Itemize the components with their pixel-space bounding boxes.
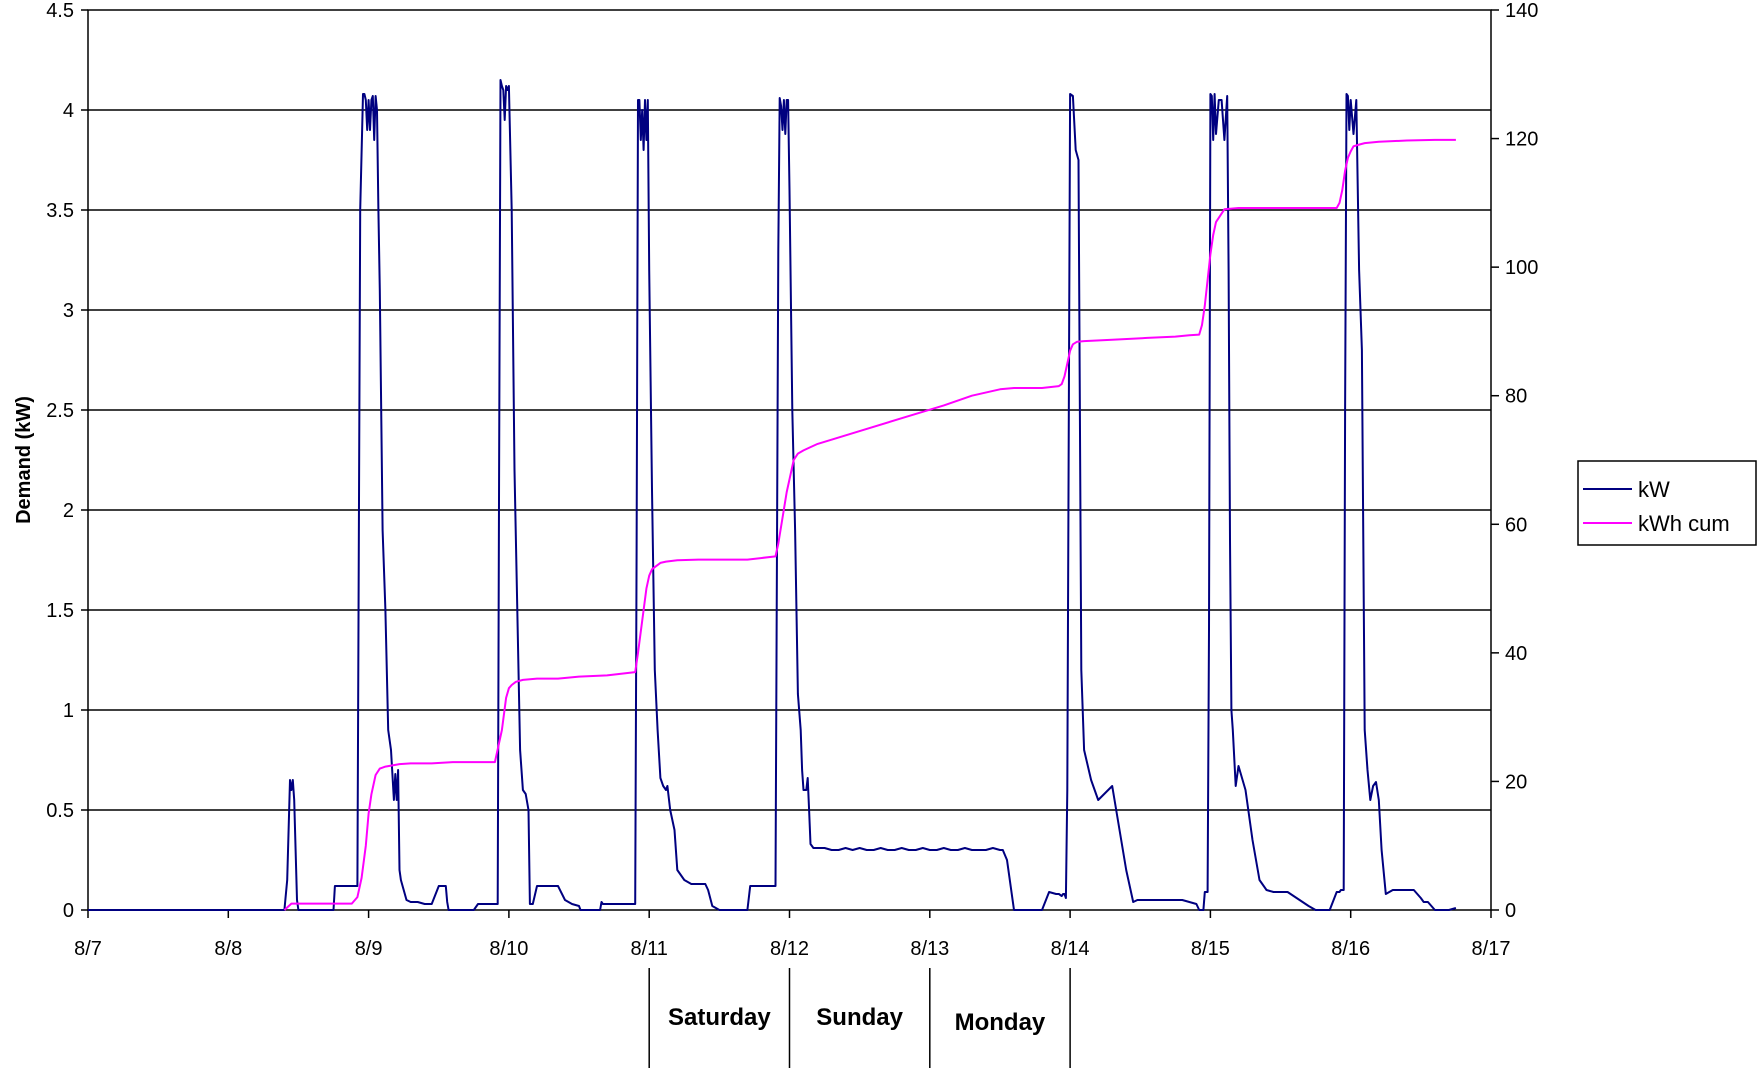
y2-tick-label: 0 [1505,900,1516,922]
series-line-1 [283,138,1456,911]
y2-tick-label: 100 [1505,257,1538,279]
x-tick-label: 8/15 [1191,938,1230,960]
legend: kW kWh cum [1577,460,1757,546]
x-tick-label: 8/12 [770,938,809,960]
series-line-0 [88,79,1457,911]
y2-tick-label: 140 [1505,0,1538,22]
legend-kwh-label: kWh cum [1638,511,1730,536]
day-label: Saturday [668,1004,771,1031]
y2-tick-label: 40 [1505,643,1527,665]
y2-tick-label: 20 [1505,771,1527,793]
y-tick-label: 2 [63,500,74,522]
day-annotations: Saturday Sunday Monday [648,968,1071,1068]
x-tick-label: 8/9 [355,938,383,960]
day-label: Sunday [816,1004,903,1031]
series-lines [88,79,1457,911]
y-tick-label: 3.5 [46,200,74,222]
y-axis-title: Demand (kW) [13,396,35,524]
legend-box [1577,460,1757,546]
left-y-axis: 0 0.5 1 1.5 2 2.5 3 3.5 4 4.5 [46,0,88,922]
x-tick-label: 8/13 [910,938,949,960]
x-tick-label: 8/17 [1472,938,1511,960]
x-axis: 8/7 8/8 8/9 8/10 8/11 8/12 8/13 8/14 8/15 8/16 8/1… [74,910,1510,960]
y2-tick-label: 80 [1505,386,1527,408]
right-y-axis: 0 20 40 60 80 100 120 140 [1491,0,1538,922]
y-tick-label: 1 [63,700,74,722]
y-tick-label: 2.5 [46,400,74,422]
y-tick-label: 4.5 [46,0,74,22]
y-tick-label: 0.5 [46,800,74,822]
y-tick-label: 3 [63,300,74,322]
x-tick-label: 8/10 [489,938,528,960]
x-tick-label: 8/14 [1051,938,1090,960]
x-tick-label: 8/8 [214,938,242,960]
day-label: Monday [955,1009,1046,1036]
x-tick-label: 8/16 [1331,938,1370,960]
y-tick-label: 0 [63,900,74,922]
legend-kw-label: kW [1638,477,1670,502]
y2-tick-label: 120 [1505,129,1538,151]
y2-tick-label: 60 [1505,514,1527,536]
gridlines [88,109,1491,811]
x-tick-label: 8/7 [74,938,102,960]
y-tick-label: 4 [63,100,74,122]
x-tick-label: 8/11 [630,938,667,960]
y-tick-label: 1.5 [46,600,74,622]
